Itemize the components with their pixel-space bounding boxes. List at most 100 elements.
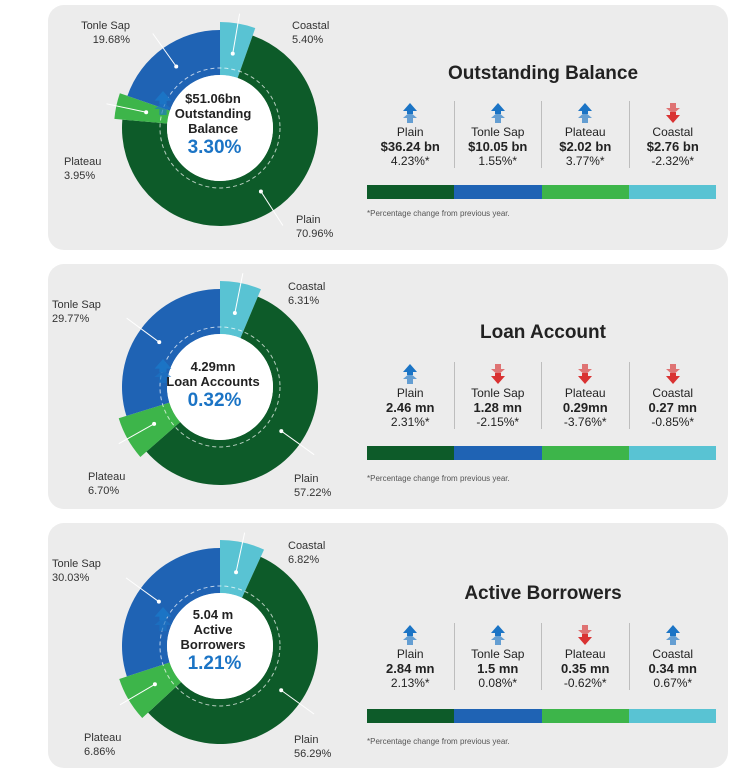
panel-title: Loan Account: [480, 322, 606, 343]
slice-name: Plateau: [64, 156, 102, 168]
slice-name: Coastal: [292, 20, 330, 32]
leader-dot: [230, 51, 235, 56]
region-color-bar: [367, 446, 716, 460]
center-line1: Outstanding: [174, 106, 252, 121]
arrow-up-icon: [367, 101, 454, 123]
region-amount: $10.05 bn: [468, 139, 528, 154]
slice-label-plateau: Plateau 3.95%: [64, 155, 101, 183]
donut-dashed-ring: [159, 67, 281, 189]
leader-dot: [279, 429, 284, 434]
slice-label-plain: Plain 57.22%: [294, 472, 331, 500]
slice-name: Plateau: [84, 732, 122, 744]
leader-line: [118, 423, 155, 445]
slice-value: 70.96%: [296, 228, 334, 240]
donut-dashed-ring: [159, 326, 281, 448]
donut-slice-plain: [122, 35, 318, 226]
slice-value: 6.31%: [288, 295, 320, 307]
donut-slice-coastal: [220, 540, 265, 598]
region-name: Coastal: [652, 647, 694, 661]
slice-label-plateau: Plateau 6.86%: [84, 731, 121, 759]
region-name: Plateau: [564, 125, 606, 139]
region-change: 3.77%*: [565, 154, 605, 168]
slice-label-plain: Plain 56.29%: [294, 733, 331, 761]
region-plateau: Plateau $2.02 bn 3.77%*: [541, 101, 629, 168]
region-tonle-sap: Tonle Sap 1.5 mn 0.08%*: [453, 623, 542, 690]
slice-value: 30.03%: [52, 572, 90, 584]
region-columns: Plain 2.84 mn 2.13%* Tonle Sap 1.5 mn 0.…: [367, 623, 716, 690]
region-change: -2.15%*: [476, 415, 520, 429]
slice-name: Plain: [294, 473, 319, 485]
region-color-bar: [367, 709, 716, 723]
region-change: -2.32%*: [651, 154, 695, 168]
donut-center: $51.06bn Outstanding Balance 3.30%: [153, 91, 273, 158]
leader-dot: [232, 310, 237, 315]
region-plain: Plain $36.24 bn 4.23%*: [367, 101, 454, 168]
region-name: Tonle Sap: [471, 647, 525, 661]
region-name: Plateau: [564, 647, 606, 661]
region-amount: 0.34 mn: [648, 661, 697, 676]
slice-value: 19.68%: [92, 34, 130, 46]
region-name: Tonle Sap: [471, 386, 525, 400]
center-change-value: 3.30%: [187, 137, 242, 158]
leader-line: [234, 273, 244, 314]
region-change: -0.85%*: [651, 415, 695, 429]
region-change: 2.31%*: [390, 415, 430, 429]
slice-name: Coastal: [288, 281, 326, 293]
donut-center: 4.29mn Loan Accounts 0.32%: [153, 359, 273, 411]
bar-tonle-sap: [454, 709, 542, 723]
arrow-up-icon: [630, 623, 717, 645]
leader-line: [281, 430, 315, 456]
slice-name: Plain: [294, 734, 319, 746]
center-value: 5.04 m: [192, 607, 234, 622]
region-change: 2.13%*: [390, 676, 430, 690]
panel-outstanding-balance: $51.06bn Outstanding Balance 3.30% Tonle…: [48, 5, 728, 250]
slice-name: Plain: [296, 214, 321, 226]
slice-name: Tonle Sap: [52, 299, 101, 311]
slice-value: 6.70%: [88, 485, 120, 497]
leader-dot: [156, 599, 161, 604]
arrow-up-icon: [367, 362, 454, 384]
region-coastal: Coastal $2.76 bn -2.32%*: [628, 101, 717, 168]
arrow-down-icon: [630, 101, 717, 123]
bar-coastal: [628, 446, 716, 460]
donut-slice-plain: [148, 556, 318, 744]
region-amount: $2.02 bn: [559, 139, 612, 154]
center-line2: Borrowers: [180, 637, 246, 652]
slice-name: Tonle Sap: [81, 20, 130, 32]
slice-label-tonle-sap: Tonle Sap 29.77%: [52, 298, 122, 326]
region-name: Tonle Sap: [471, 125, 525, 139]
arrow-down-icon: [630, 362, 717, 384]
region-amount: $36.24 bn: [380, 139, 440, 154]
region-plain: Plain 2.46 mn 2.31%*: [367, 362, 454, 429]
bar-tonle-sap: [454, 446, 542, 460]
region-tonle-sap: Tonle Sap 1.28 mn -2.15%*: [453, 362, 542, 429]
slice-label-plateau: Plateau 6.70%: [88, 470, 125, 498]
leader-line: [119, 683, 156, 706]
region-columns: Plain 2.46 mn 2.31%* Tonle Sap 1.28 mn -…: [367, 362, 716, 429]
region-name: Plain: [396, 647, 424, 661]
slice-value: 3.95%: [64, 170, 96, 182]
slice-name: Plateau: [88, 471, 126, 483]
region-name: Plain: [396, 125, 424, 139]
leader-line: [125, 577, 160, 603]
region-amount: 0.35 mn: [561, 661, 610, 676]
center-line1: Loan Accounts: [166, 374, 260, 389]
donut-slice-coastal: [220, 22, 256, 79]
leader-dot: [279, 688, 284, 693]
region-amount: $2.76 bn: [646, 139, 699, 154]
donut-dashed-ring: [159, 585, 281, 707]
region-plateau: Plateau 0.35 mn -0.62%*: [541, 623, 629, 690]
donut-svg: [106, 13, 318, 226]
arrow-up-icon: [367, 623, 454, 645]
donut-chart: $51.06bn Outstanding Balance 3.30% Tonle…: [48, 5, 348, 250]
center-change: 0.32%: [153, 359, 273, 411]
donut-hole: [167, 593, 273, 699]
region-change: 0.67%*: [653, 676, 693, 690]
region-name: Coastal: [652, 386, 694, 400]
center-change-value: 0.32%: [187, 390, 242, 411]
footnote: *Percentage change from previous year.: [367, 474, 510, 483]
region-amount: 0.27 mn: [648, 400, 697, 415]
bar-plain: [367, 185, 455, 199]
region-change: 1.55%*: [478, 154, 518, 168]
region-amount: 0.29mn: [562, 400, 608, 415]
